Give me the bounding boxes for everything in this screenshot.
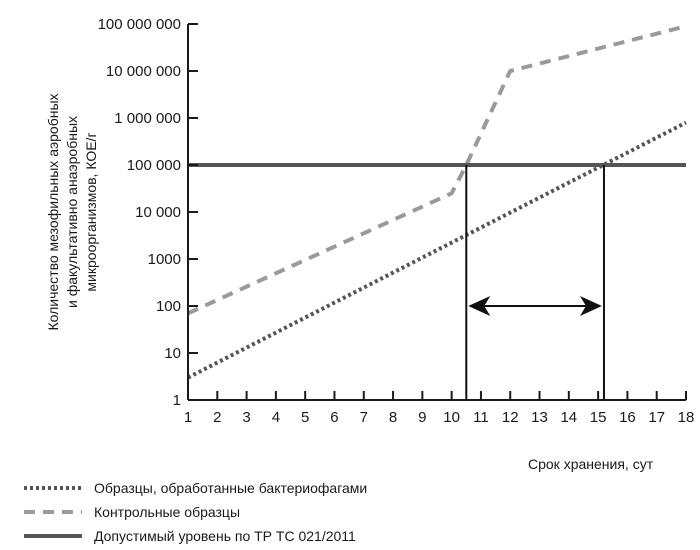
x-axis-label: Срок хранения, сут <box>528 456 654 472</box>
y-tick-label: 100 <box>156 298 181 315</box>
arrow-head-left <box>468 296 491 316</box>
x-tick-label: 12 <box>502 409 519 426</box>
y-tick-label: 1000 <box>148 251 181 268</box>
series-line-dashed <box>187 24 687 316</box>
legend: Образцы, обработанные бактериофагами Кон… <box>22 476 367 548</box>
legend-item: Допустимый уровень по ТР ТС 021/2011 <box>22 524 367 548</box>
x-tick-label: 5 <box>301 409 309 426</box>
x-tick-label: 13 <box>531 409 548 426</box>
legend-label: Допустимый уровень по ТР ТС 021/2011 <box>94 528 356 544</box>
x-tick-label: 4 <box>272 409 280 426</box>
legend-swatch-dotted <box>24 486 82 490</box>
legend-item: Контрольные образцы <box>22 500 367 524</box>
x-tick-label: 9 <box>418 409 426 426</box>
y-tick-label: 10 <box>164 345 181 362</box>
legend-item: Образцы, обработанные бактериофагами <box>22 476 367 500</box>
y-axis-label-line: микроорганизмов, КОЕ/г <box>83 132 99 291</box>
legend-label: Контрольные образцы <box>94 504 241 520</box>
y-axis-label-line: Количество мезофильных аэробных <box>45 93 61 330</box>
y-tick-label: 1 <box>173 392 181 409</box>
y-tick-label: 10 000 000 <box>106 63 181 80</box>
x-tick-label: 8 <box>389 409 397 426</box>
arrow-head-right <box>579 296 602 316</box>
x-tick-label: 17 <box>648 409 665 426</box>
y-tick-label: 100 000 000 <box>98 16 181 33</box>
series-line-dotted <box>187 120 687 380</box>
x-tick-label: 2 <box>213 409 221 426</box>
x-tick-label: 14 <box>560 409 577 426</box>
x-tick-label: 10 <box>443 409 460 426</box>
x-tick-label: 11 <box>473 409 489 426</box>
x-tick-label: 7 <box>360 409 368 426</box>
x-tick-label: 15 <box>590 409 607 426</box>
chart: 1 10 100 1000 10 000 100 000 1 000 000 10 000 0… <box>45 16 695 426</box>
y-tick-label: 1 000 000 <box>114 110 181 127</box>
y-tick-label: 100 000 <box>127 157 181 174</box>
legend-swatch-dashed <box>24 510 82 514</box>
x-tick-label: 6 <box>330 409 338 426</box>
y-tick-label: 10 000 <box>135 204 181 221</box>
y-axis-label-line: и факультативно анаэробных <box>64 116 80 308</box>
legend-label: Образцы, обработанные бактериофагами <box>94 480 368 496</box>
x-tick-label: 18 <box>678 409 695 426</box>
x-tick-label: 16 <box>619 409 636 426</box>
legend-swatch-solid <box>24 534 82 538</box>
x-tick-label: 3 <box>242 409 250 426</box>
x-tick-label: 1 <box>184 409 192 426</box>
y-axis-label: Количество мезофильных аэробных и факульт… <box>45 93 99 330</box>
